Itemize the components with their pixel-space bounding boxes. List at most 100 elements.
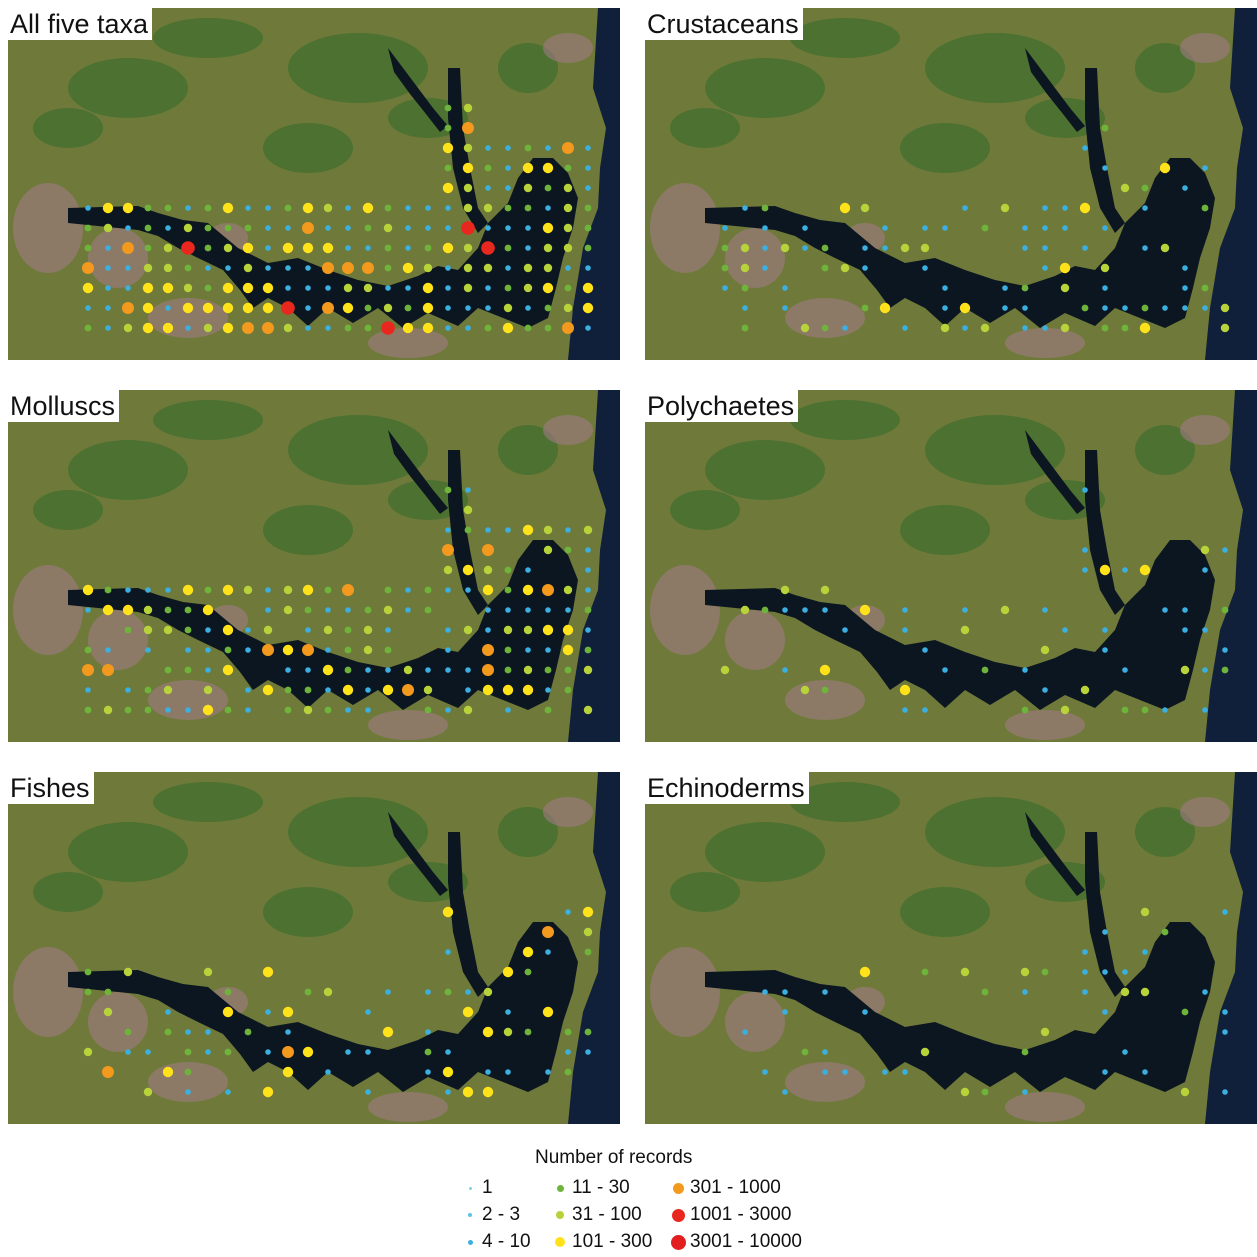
urban-area xyxy=(88,992,148,1052)
vegetation-patch xyxy=(263,123,353,173)
record-point xyxy=(1202,989,1208,995)
record-point xyxy=(504,284,512,292)
record-point xyxy=(105,265,111,271)
record-point xyxy=(504,566,512,574)
record-point xyxy=(144,706,152,714)
record-point xyxy=(84,324,92,332)
satellite-map xyxy=(8,772,620,1124)
record-point xyxy=(722,225,728,231)
record-point xyxy=(882,225,888,231)
record-point xyxy=(424,244,432,252)
record-point xyxy=(383,223,393,233)
record-point xyxy=(103,223,113,233)
record-point xyxy=(445,265,451,271)
record-point xyxy=(1042,245,1048,251)
record-point xyxy=(1102,1069,1108,1075)
record-point xyxy=(445,707,451,713)
record-point xyxy=(762,225,768,231)
satellite-map xyxy=(8,390,620,742)
record-point xyxy=(503,303,513,313)
record-point xyxy=(544,666,552,674)
record-point xyxy=(525,245,531,251)
record-point xyxy=(303,705,313,715)
record-point xyxy=(523,665,533,675)
urban-area xyxy=(13,565,83,655)
record-point xyxy=(163,625,173,635)
record-point xyxy=(425,989,431,995)
record-point xyxy=(102,604,114,616)
urban-area xyxy=(725,228,785,288)
record-point xyxy=(584,224,592,232)
record-point xyxy=(322,262,334,274)
ocean xyxy=(568,390,620,742)
record-point xyxy=(1159,162,1171,174)
record-point xyxy=(959,302,971,314)
record-point xyxy=(585,567,591,573)
record-point xyxy=(82,262,94,274)
record-point xyxy=(562,142,574,154)
estuary-water xyxy=(705,158,1215,328)
record-point xyxy=(262,684,274,696)
record-point xyxy=(125,687,131,693)
vegetation-patch xyxy=(925,33,1065,103)
record-point xyxy=(445,647,451,653)
record-point xyxy=(325,607,331,613)
record-point xyxy=(222,302,234,314)
record-point xyxy=(1062,225,1068,231)
panel-title: Molluscs xyxy=(8,390,120,422)
record-point xyxy=(345,707,351,713)
record-point xyxy=(285,1029,291,1035)
record-point xyxy=(522,524,534,536)
record-point xyxy=(104,586,112,594)
record-point xyxy=(224,1048,232,1056)
record-point xyxy=(960,967,970,977)
record-point xyxy=(143,625,153,635)
record-point xyxy=(402,684,414,696)
record-point xyxy=(879,302,891,314)
record-point xyxy=(265,265,271,271)
record-point xyxy=(1082,245,1088,251)
record-point xyxy=(484,324,492,332)
urban-area xyxy=(543,797,593,827)
record-point xyxy=(325,225,331,231)
record-point xyxy=(742,205,748,211)
record-point xyxy=(481,241,495,255)
record-point xyxy=(324,586,332,594)
record-point xyxy=(104,988,112,996)
record-point xyxy=(1022,989,1028,995)
record-point xyxy=(205,627,211,633)
record-point xyxy=(243,585,253,595)
vegetation-patch xyxy=(288,33,428,103)
legend-swatch xyxy=(468,1186,472,1190)
record-point xyxy=(741,324,749,332)
satellite-map xyxy=(645,390,1257,742)
record-point xyxy=(582,302,594,314)
record-point xyxy=(1202,567,1208,573)
urban-area xyxy=(1005,710,1085,740)
map-panel: All five taxa xyxy=(8,8,620,360)
estuary-water xyxy=(1085,832,1125,997)
record-point xyxy=(1222,1029,1228,1035)
record-point xyxy=(82,584,94,596)
record-point xyxy=(405,587,411,593)
record-point xyxy=(523,263,533,273)
record-point xyxy=(445,285,451,291)
record-point xyxy=(1042,325,1048,331)
record-point xyxy=(243,263,253,273)
record-point xyxy=(204,224,212,232)
record-point xyxy=(262,282,274,294)
record-point xyxy=(742,1029,748,1035)
legend: Number of records 1 2 - 3 4 - 10 11 - 30 31 … xyxy=(440,1145,860,1253)
record-point xyxy=(1082,547,1088,553)
record-point xyxy=(1082,949,1088,955)
record-point xyxy=(204,284,212,292)
estuary-water xyxy=(68,158,578,328)
record-point xyxy=(1222,647,1228,653)
record-point xyxy=(524,204,532,212)
record-point xyxy=(204,586,212,594)
record-point xyxy=(584,948,592,956)
record-point xyxy=(1202,707,1208,713)
record-point xyxy=(444,988,452,996)
record-point xyxy=(782,989,788,995)
record-point xyxy=(325,1069,331,1075)
